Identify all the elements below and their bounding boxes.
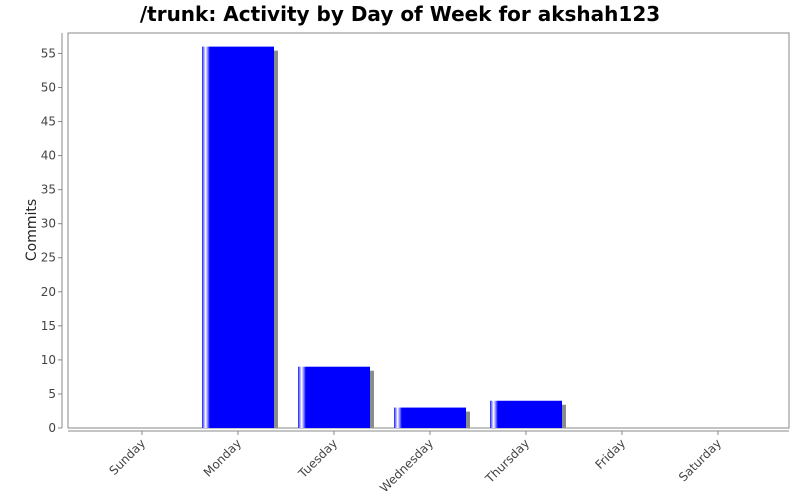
y-tick-label: 5 — [48, 387, 56, 401]
y-axis-label: Commits — [24, 199, 40, 261]
y-axis: 0 5 10 15 20 25 30 35 40 45 50 55 — [41, 33, 63, 435]
x-tick-label: Monday — [201, 436, 244, 479]
x-axis: Sunday Monday Tuesday Wednesday Thursday Frid… — [68, 430, 789, 495]
y-tick-label: 40 — [41, 149, 56, 163]
x-tick-label: Sunday — [106, 436, 148, 478]
y-tick-label: 35 — [41, 183, 56, 197]
x-tick-label: Thursday — [482, 436, 532, 486]
y-tick-label: 45 — [41, 115, 56, 129]
y-tick-label: 55 — [41, 46, 56, 60]
bar-thursday — [490, 400, 562, 428]
plot-area — [67, 32, 790, 429]
x-tick-label: Friday — [593, 436, 629, 472]
bar-monday — [202, 46, 274, 428]
bar-wednesday — [394, 407, 466, 428]
x-tick-label: Tuesday — [295, 436, 340, 481]
x-tick-label: Wednesday — [377, 436, 436, 495]
y-tick-label: 20 — [41, 285, 56, 299]
chart-title: /trunk: Activity by Day of Week for aksh… — [139, 2, 661, 26]
y-tick-label: 25 — [41, 251, 56, 265]
y-tick-label: 15 — [41, 319, 56, 333]
bar-tuesday — [298, 366, 370, 428]
y-tick-label: 50 — [41, 80, 56, 94]
bars-group — [202, 46, 566, 428]
y-tick-label: 10 — [41, 353, 56, 367]
x-tick-label: Saturday — [676, 436, 724, 484]
y-tick-label: 30 — [41, 217, 56, 231]
y-tick-label: 0 — [48, 421, 56, 435]
